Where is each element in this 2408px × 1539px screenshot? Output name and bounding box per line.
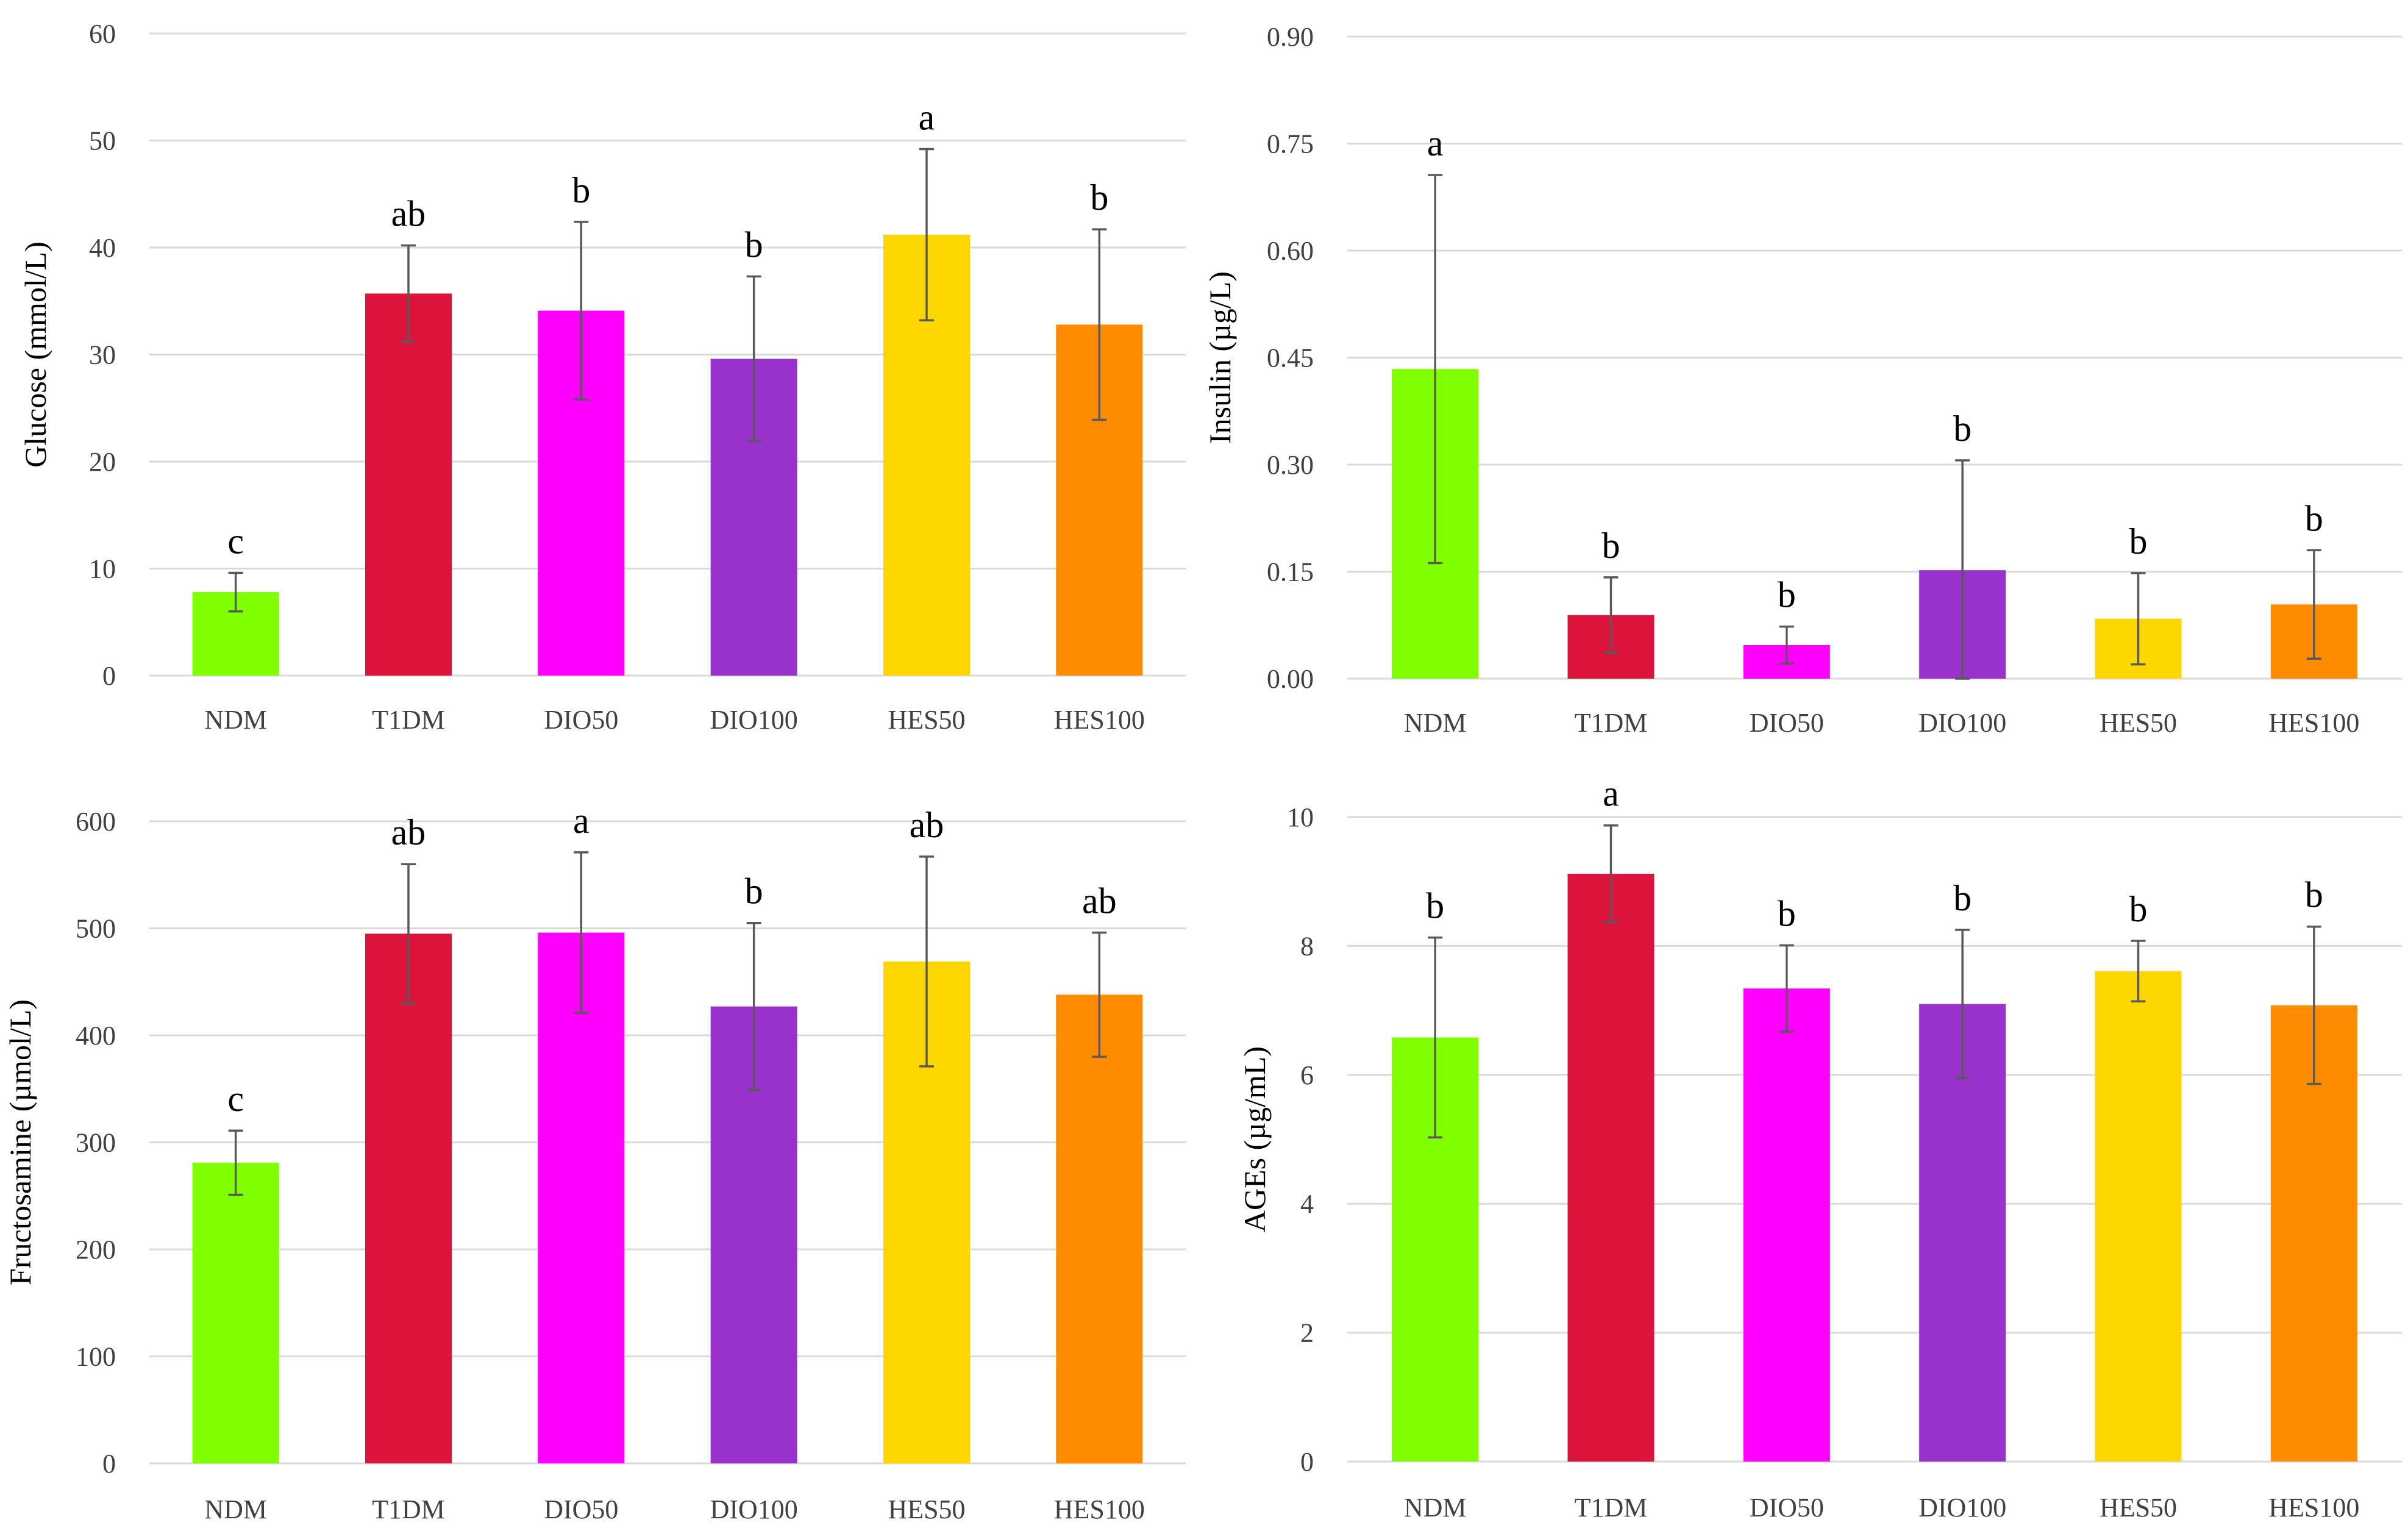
bar-ndm bbox=[192, 1162, 279, 1463]
x-tick-label: DIO50 bbox=[544, 1494, 618, 1524]
x-tick-label: NDM bbox=[1404, 708, 1467, 738]
y-tick-label: 0.30 bbox=[1267, 450, 1314, 480]
y-axis-label: Insulin (µg/L) bbox=[1203, 271, 1237, 444]
significance-label: c bbox=[227, 521, 244, 562]
x-tick-label: HES50 bbox=[888, 705, 965, 735]
x-tick-label: DIO100 bbox=[710, 705, 798, 735]
y-tick-label: 50 bbox=[89, 126, 116, 156]
y-tick-label: 0.45 bbox=[1267, 343, 1314, 373]
y-tick-label: 0 bbox=[1300, 1447, 1314, 1477]
chart-panel-3: 0 100 200 300 400 500 600 Fructosamine (µmol/L)… bbox=[3, 801, 1186, 1524]
y-tick-label: 30 bbox=[89, 340, 116, 370]
x-tick-label: DIO50 bbox=[544, 705, 618, 735]
significance-label: ab bbox=[910, 805, 944, 845]
y-tick-label: 10 bbox=[1287, 802, 1314, 832]
significance-label: b bbox=[745, 224, 763, 265]
y-axis-label: AGEs (µg/mL) bbox=[1238, 1046, 1272, 1232]
significance-label: a bbox=[919, 98, 935, 138]
y-tick-label: 0.90 bbox=[1267, 22, 1314, 52]
y-tick-label: 2 bbox=[1300, 1318, 1314, 1348]
y-tick-label: 10 bbox=[89, 554, 116, 584]
significance-label: b bbox=[1778, 575, 1796, 615]
significance-label: b bbox=[1426, 886, 1444, 926]
x-tick-label: NDM bbox=[204, 705, 267, 735]
significance-label: b bbox=[2129, 521, 2148, 562]
x-tick-label: DIO50 bbox=[1750, 708, 1824, 738]
y-tick-label: 6 bbox=[1300, 1060, 1314, 1090]
bar-dio100 bbox=[1919, 1004, 2006, 1462]
significance-label: b bbox=[1953, 878, 1972, 918]
chart-panel-4: 0 2 4 6 8 10 AGEs (µg/mL) b NDM a T1DM b DIO50 b DIO10… bbox=[1238, 774, 2402, 1523]
x-tick-label: NDM bbox=[204, 1494, 267, 1524]
x-tick-label: HES50 bbox=[2100, 708, 2177, 738]
y-tick-label: 400 bbox=[76, 1021, 116, 1051]
y-tick-label: 20 bbox=[89, 447, 116, 477]
bar-dio50 bbox=[1743, 988, 1830, 1462]
x-tick-label: DIO100 bbox=[710, 1494, 798, 1524]
significance-label: a bbox=[1603, 774, 1619, 814]
significance-label: b bbox=[2129, 889, 2148, 929]
x-tick-label: T1DM bbox=[372, 1494, 445, 1524]
significance-label: b bbox=[1778, 893, 1796, 934]
y-tick-label: 200 bbox=[76, 1235, 116, 1265]
x-tick-label: DIO100 bbox=[1918, 1493, 2006, 1523]
x-tick-label: HES100 bbox=[2268, 708, 2359, 738]
bar-dio50 bbox=[538, 932, 625, 1463]
bar-t1dm bbox=[365, 293, 452, 676]
x-tick-label: NDM bbox=[1404, 1493, 1467, 1523]
x-tick-label: HES100 bbox=[1054, 1494, 1145, 1524]
significance-label: a bbox=[1427, 123, 1444, 163]
y-tick-label: 0.60 bbox=[1267, 236, 1314, 266]
significance-label: ab bbox=[1082, 881, 1117, 921]
x-tick-label: HES50 bbox=[888, 1494, 965, 1524]
y-tick-label: 4 bbox=[1300, 1189, 1314, 1219]
significance-label: b bbox=[2305, 498, 2323, 538]
significance-label: ab bbox=[391, 193, 426, 234]
x-tick-label: DIO50 bbox=[1750, 1493, 1824, 1523]
y-tick-label: 600 bbox=[76, 807, 116, 837]
bar-hes100 bbox=[1056, 994, 1143, 1463]
y-tick-label: 500 bbox=[76, 914, 116, 944]
significance-label: c bbox=[227, 1079, 244, 1119]
significance-label: b bbox=[745, 871, 763, 912]
chart-panel-2: 0.00 0.15 0.30 0.45 0.60 0.75 0.90 Insulin (µg/… bbox=[1203, 22, 2402, 738]
x-tick-label: HES100 bbox=[1054, 705, 1145, 735]
y-tick-label: 60 bbox=[89, 19, 116, 49]
y-tick-label: 300 bbox=[76, 1128, 116, 1158]
bar-hes50 bbox=[2095, 971, 2182, 1462]
significance-label: b bbox=[1090, 177, 1108, 218]
x-tick-label: T1DM bbox=[372, 705, 445, 735]
x-tick-label: HES50 bbox=[2100, 1493, 2177, 1523]
y-tick-label: 0.00 bbox=[1267, 664, 1314, 694]
x-tick-label: T1DM bbox=[1575, 708, 1648, 738]
y-tick-label: 0.15 bbox=[1267, 557, 1314, 587]
y-tick-label: 0.75 bbox=[1267, 129, 1314, 159]
y-tick-label: 0 bbox=[102, 661, 116, 691]
x-tick-label: HES100 bbox=[2268, 1493, 2359, 1523]
y-tick-label: 8 bbox=[1300, 931, 1314, 961]
y-axis-label: Glucose (mmol/L) bbox=[18, 241, 52, 468]
significance-label: a bbox=[573, 801, 590, 841]
significance-label: b bbox=[572, 170, 590, 210]
y-tick-label: 100 bbox=[76, 1342, 116, 1372]
significance-label: b bbox=[1602, 526, 1620, 566]
x-tick-label: DIO100 bbox=[1918, 708, 2006, 738]
y-tick-label: 0 bbox=[102, 1449, 116, 1479]
significance-label: b bbox=[2305, 875, 2323, 915]
y-tick-label: 40 bbox=[89, 233, 116, 263]
y-axis-label: Fructosamine (µmol/L) bbox=[3, 999, 37, 1285]
bar-t1dm bbox=[365, 934, 452, 1463]
significance-label: b bbox=[1953, 409, 1972, 449]
x-tick-label: T1DM bbox=[1575, 1493, 1648, 1523]
significance-label: ab bbox=[391, 812, 426, 852]
bar-t1dm bbox=[1567, 874, 1655, 1462]
